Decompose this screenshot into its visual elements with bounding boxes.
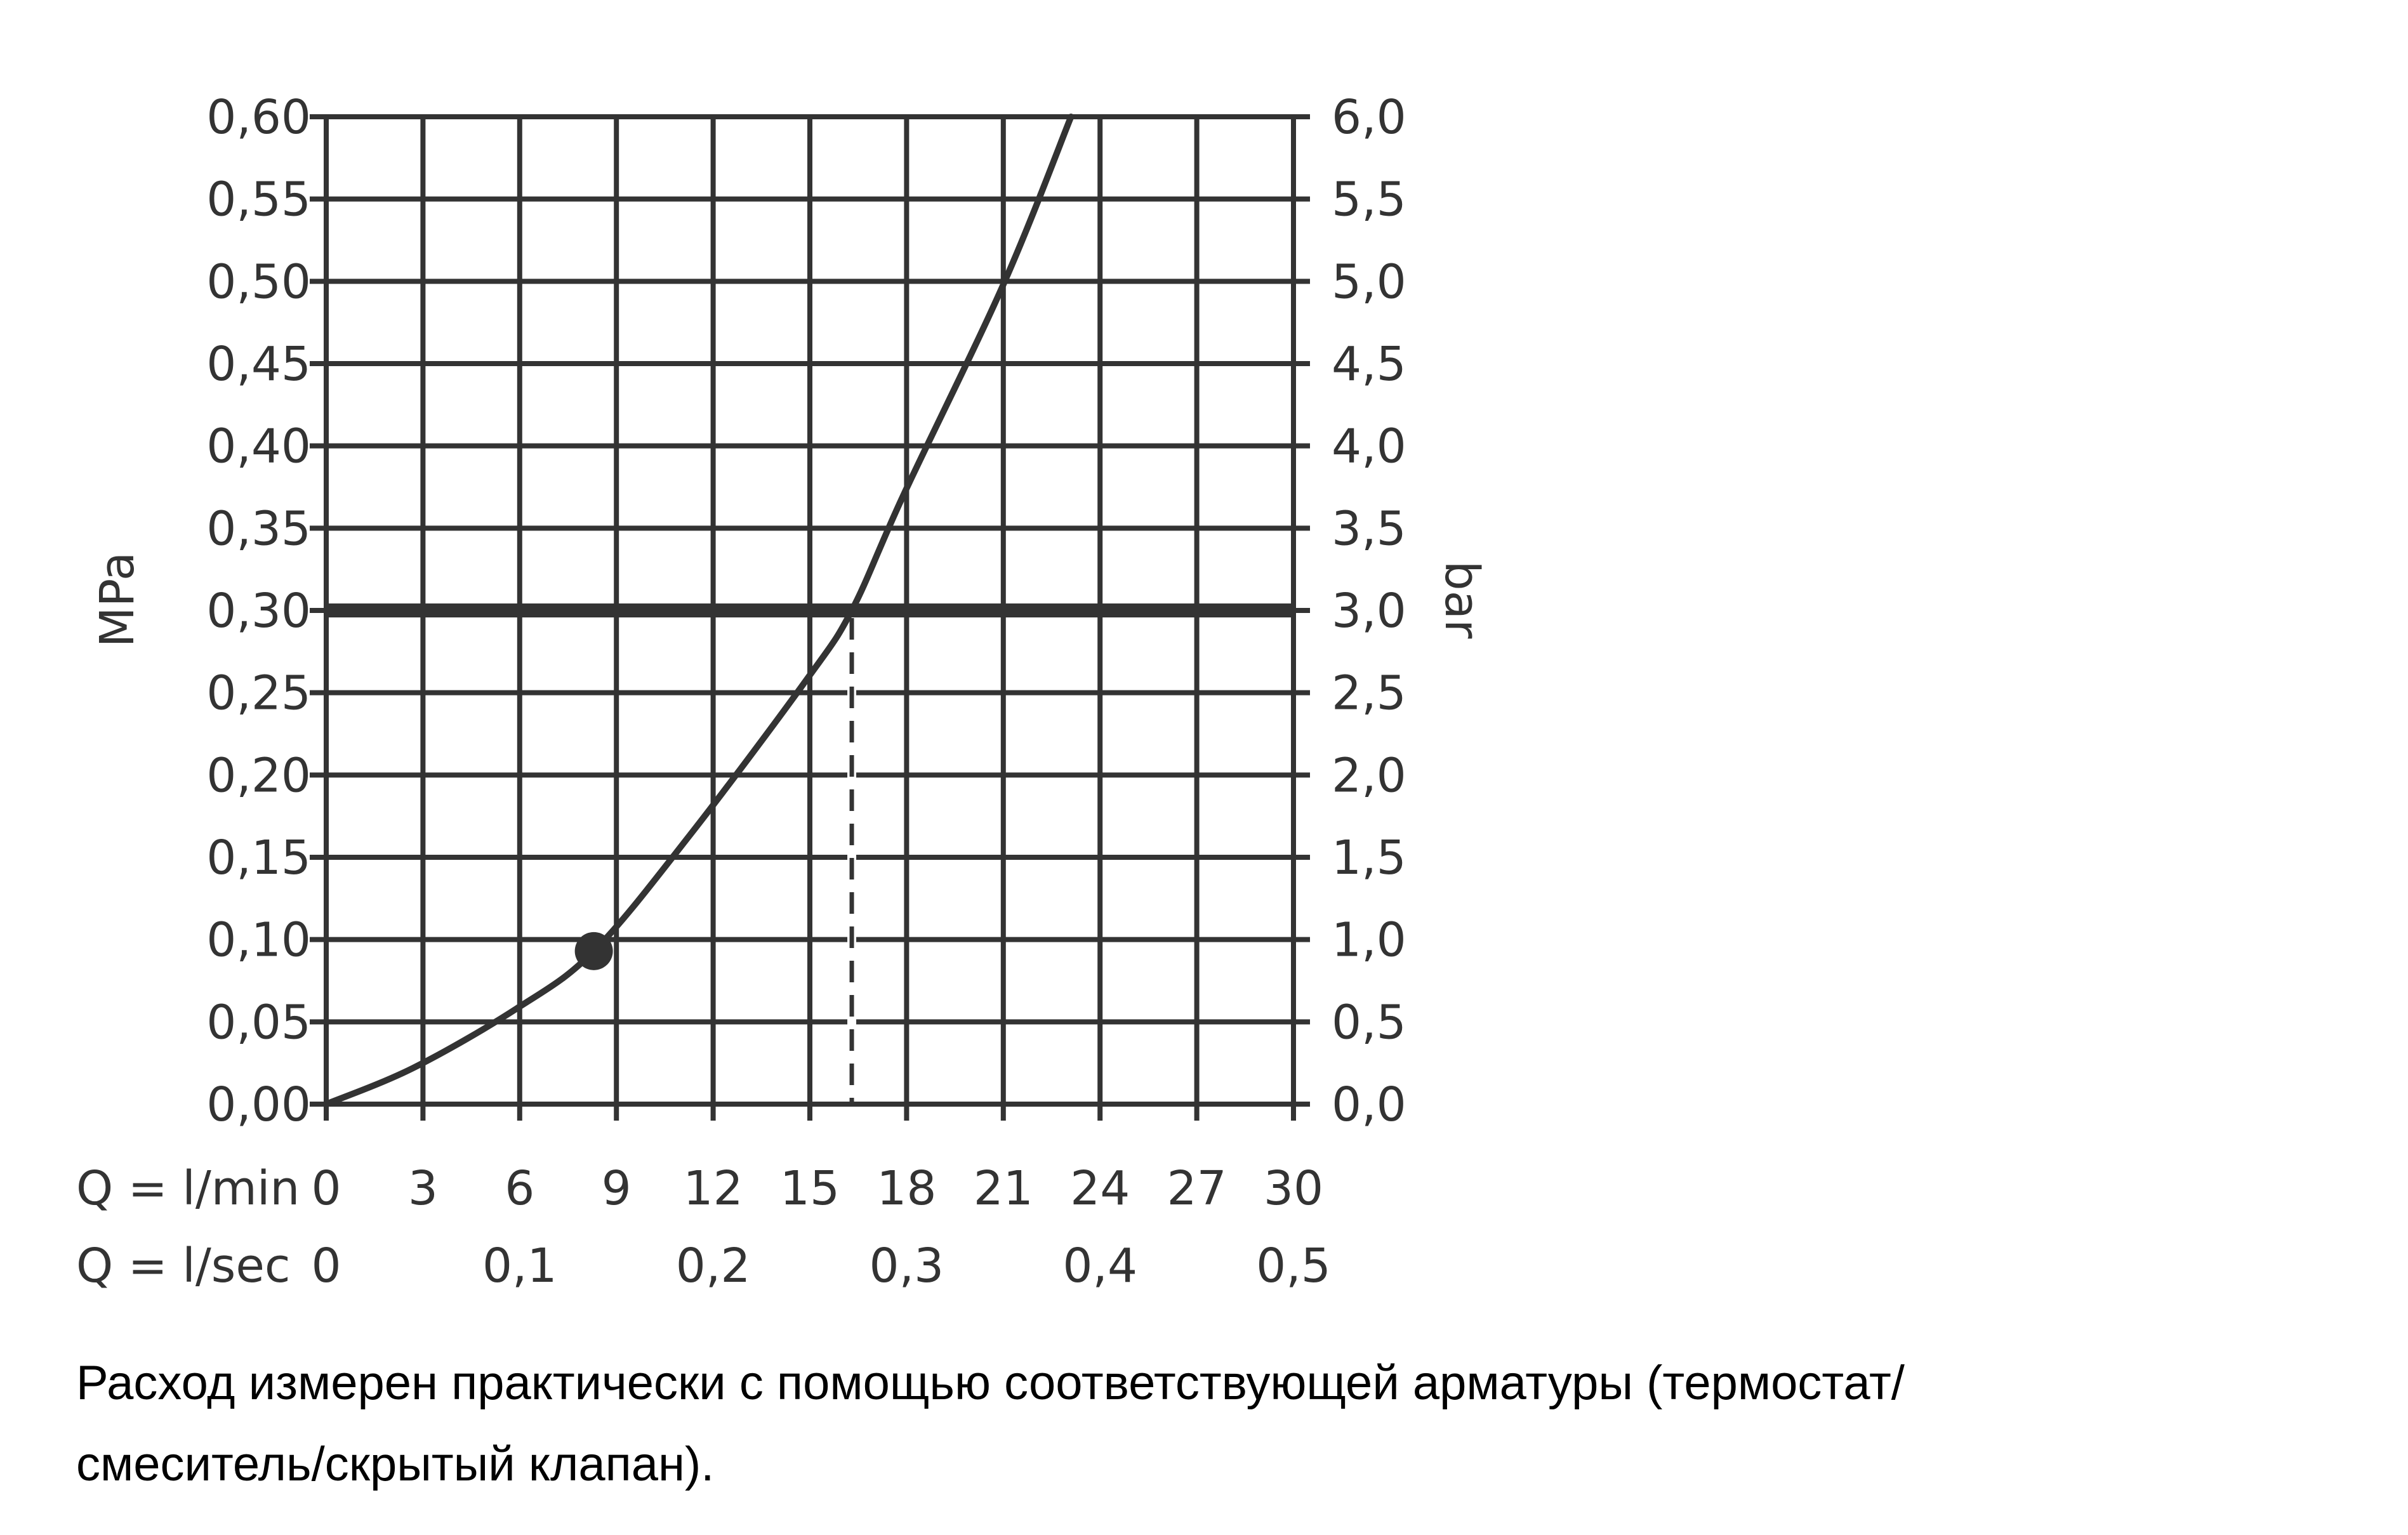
x-tick-label: 12	[684, 1161, 743, 1216]
y-right-axis-label: bar	[1434, 561, 1489, 639]
tick-labels: 0 3 6 9 12 15 18 21 24 27 30 0 0,1 0,2 0,3 0,4 0,5 0,00 0,…	[206, 90, 1406, 1293]
y-left-tick-label: 0,30	[206, 584, 311, 638]
y-right-tick-label: 1,0	[1332, 913, 1406, 968]
y-left-tick-label: 0,35	[206, 501, 311, 556]
y-right-tick-label: 1,5	[1332, 831, 1406, 885]
y-right-tick-label: 2,5	[1332, 666, 1406, 721]
y-right-tick-label: 5,5	[1332, 173, 1406, 227]
y-left-tick-label: 0,40	[206, 419, 311, 474]
y-right-tick-label: 0,0	[1332, 1077, 1406, 1132]
marker-point	[574, 932, 613, 970]
x-tick-label: 0	[311, 1161, 341, 1216]
x-axis-label-lmin: Q = l/min	[76, 1161, 300, 1216]
y-right-tick-label: 3,0	[1332, 584, 1406, 638]
y-right-tick-label: 6,0	[1332, 90, 1406, 145]
footnote-line-1: Расход измерен практически с помощью соо…	[76, 1356, 1905, 1410]
x-tick-label: 30	[1264, 1161, 1323, 1216]
y-left-tick-label: 0,20	[206, 748, 311, 803]
y-right-tick-label: 5,0	[1332, 254, 1406, 309]
x2-tick-label: 0,1	[482, 1239, 557, 1293]
x-tick-label: 6	[505, 1161, 534, 1216]
x2-tick-label: 0,3	[870, 1239, 944, 1293]
flow-curve	[323, 114, 1075, 1107]
x-tick-label: 3	[408, 1161, 438, 1216]
y-right-tick-label: 4,0	[1332, 419, 1406, 474]
y-left-tick-label: 0,15	[206, 831, 311, 885]
marks	[323, 114, 1293, 1107]
x2-tick-label: 0,4	[1062, 1239, 1137, 1293]
y-right-tick-label: 3,5	[1332, 501, 1406, 556]
x-tick-label: 18	[877, 1161, 936, 1216]
y-left-tick-label: 0,00	[206, 1077, 311, 1132]
y-right-tick-label: 0,5	[1332, 995, 1406, 1050]
y-right-tick-label: 2,0	[1332, 748, 1406, 803]
x-tick-label: 27	[1167, 1161, 1227, 1216]
y-left-tick-label: 0,10	[206, 913, 311, 968]
y-left-tick-label: 0,55	[206, 173, 311, 227]
x-axis-label-lsec: Q = l/sec	[76, 1239, 291, 1293]
y-left-tick-label: 0,25	[206, 666, 311, 721]
grid	[310, 114, 1310, 1121]
y-right-tick-label: 4,5	[1332, 337, 1406, 392]
x2-tick-label: 0,2	[676, 1239, 751, 1293]
footnote-line-2: смеситель/скрытый клапан).	[76, 1437, 714, 1491]
x2-tick-label: 0,5	[1256, 1239, 1331, 1293]
x2-tick-label: 0	[311, 1239, 341, 1293]
x-tick-label: 15	[780, 1161, 840, 1216]
y-left-tick-label: 0,50	[206, 254, 311, 309]
x-tick-label: 24	[1070, 1161, 1130, 1216]
y-left-axis-label: MPa	[90, 552, 145, 648]
x-tick-label: 21	[974, 1161, 1033, 1216]
x-tick-label: 9	[602, 1161, 632, 1216]
y-left-tick-label: 0,05	[206, 995, 311, 1050]
y-left-tick-label: 0,60	[206, 90, 311, 145]
y-left-tick-label: 0,45	[206, 337, 311, 392]
